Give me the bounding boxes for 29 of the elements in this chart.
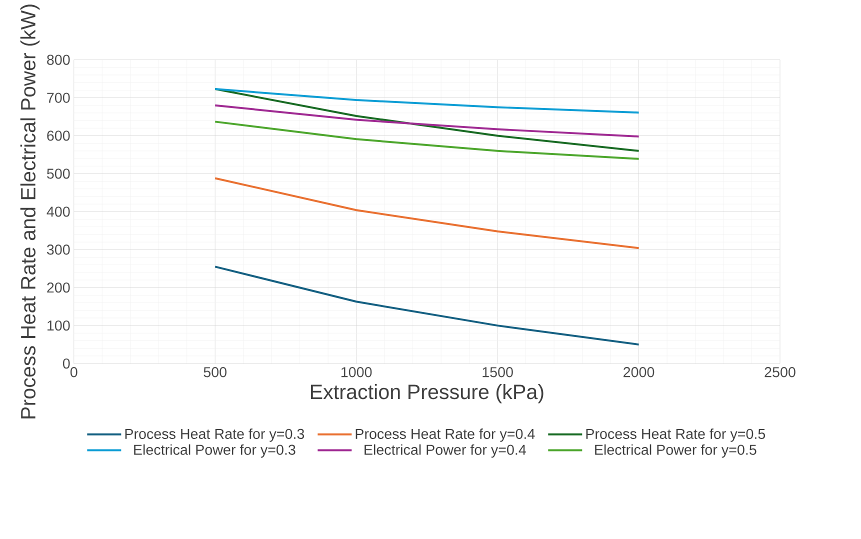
legend-label: Electrical Power for y=0.4	[364, 444, 526, 458]
y-tick-label: 700	[47, 92, 70, 103]
x-tick-label: 2000	[624, 366, 654, 377]
line-series	[214, 88, 640, 152]
line-series	[214, 104, 640, 138]
legend-label: Electrical Power for y=0.5	[595, 444, 756, 458]
line-series	[214, 177, 640, 249]
legend-label: Process Heat Rate for y=0.4	[356, 428, 535, 442]
x-tick-label: 0	[70, 366, 78, 377]
y-tick-label: 800	[47, 54, 70, 65]
line-series	[214, 120, 640, 160]
y-tick-label: 400	[46, 206, 70, 217]
x-tick-label: 500	[204, 366, 227, 377]
line-series	[214, 88, 640, 114]
x-tick-label: 1500	[482, 366, 513, 377]
x-tick-label: 2500	[764, 366, 796, 377]
legend-label: Process Heat Rate for y=0.3	[125, 428, 304, 442]
line-series	[214, 266, 640, 346]
y-tick-label: 600	[47, 130, 70, 141]
y-tick-label: 500	[47, 168, 70, 179]
y-tick-label: 0	[62, 358, 70, 368]
legend-label: Electrical Power for y=0.3	[134, 444, 296, 458]
x-tick-label: 1000	[341, 366, 372, 377]
x-axis-title: Extraction Pressure (kPa)	[310, 384, 544, 404]
y-tick-label: 200	[47, 282, 70, 292]
y-axis-title: Process Heat Rate and Electrical Power (kW)	[20, 4, 40, 418]
legend-label: Process Heat Rate for y=0.5	[586, 428, 766, 442]
y-tick-label: 300	[46, 244, 70, 255]
y-tick-label: 100	[48, 320, 70, 330]
